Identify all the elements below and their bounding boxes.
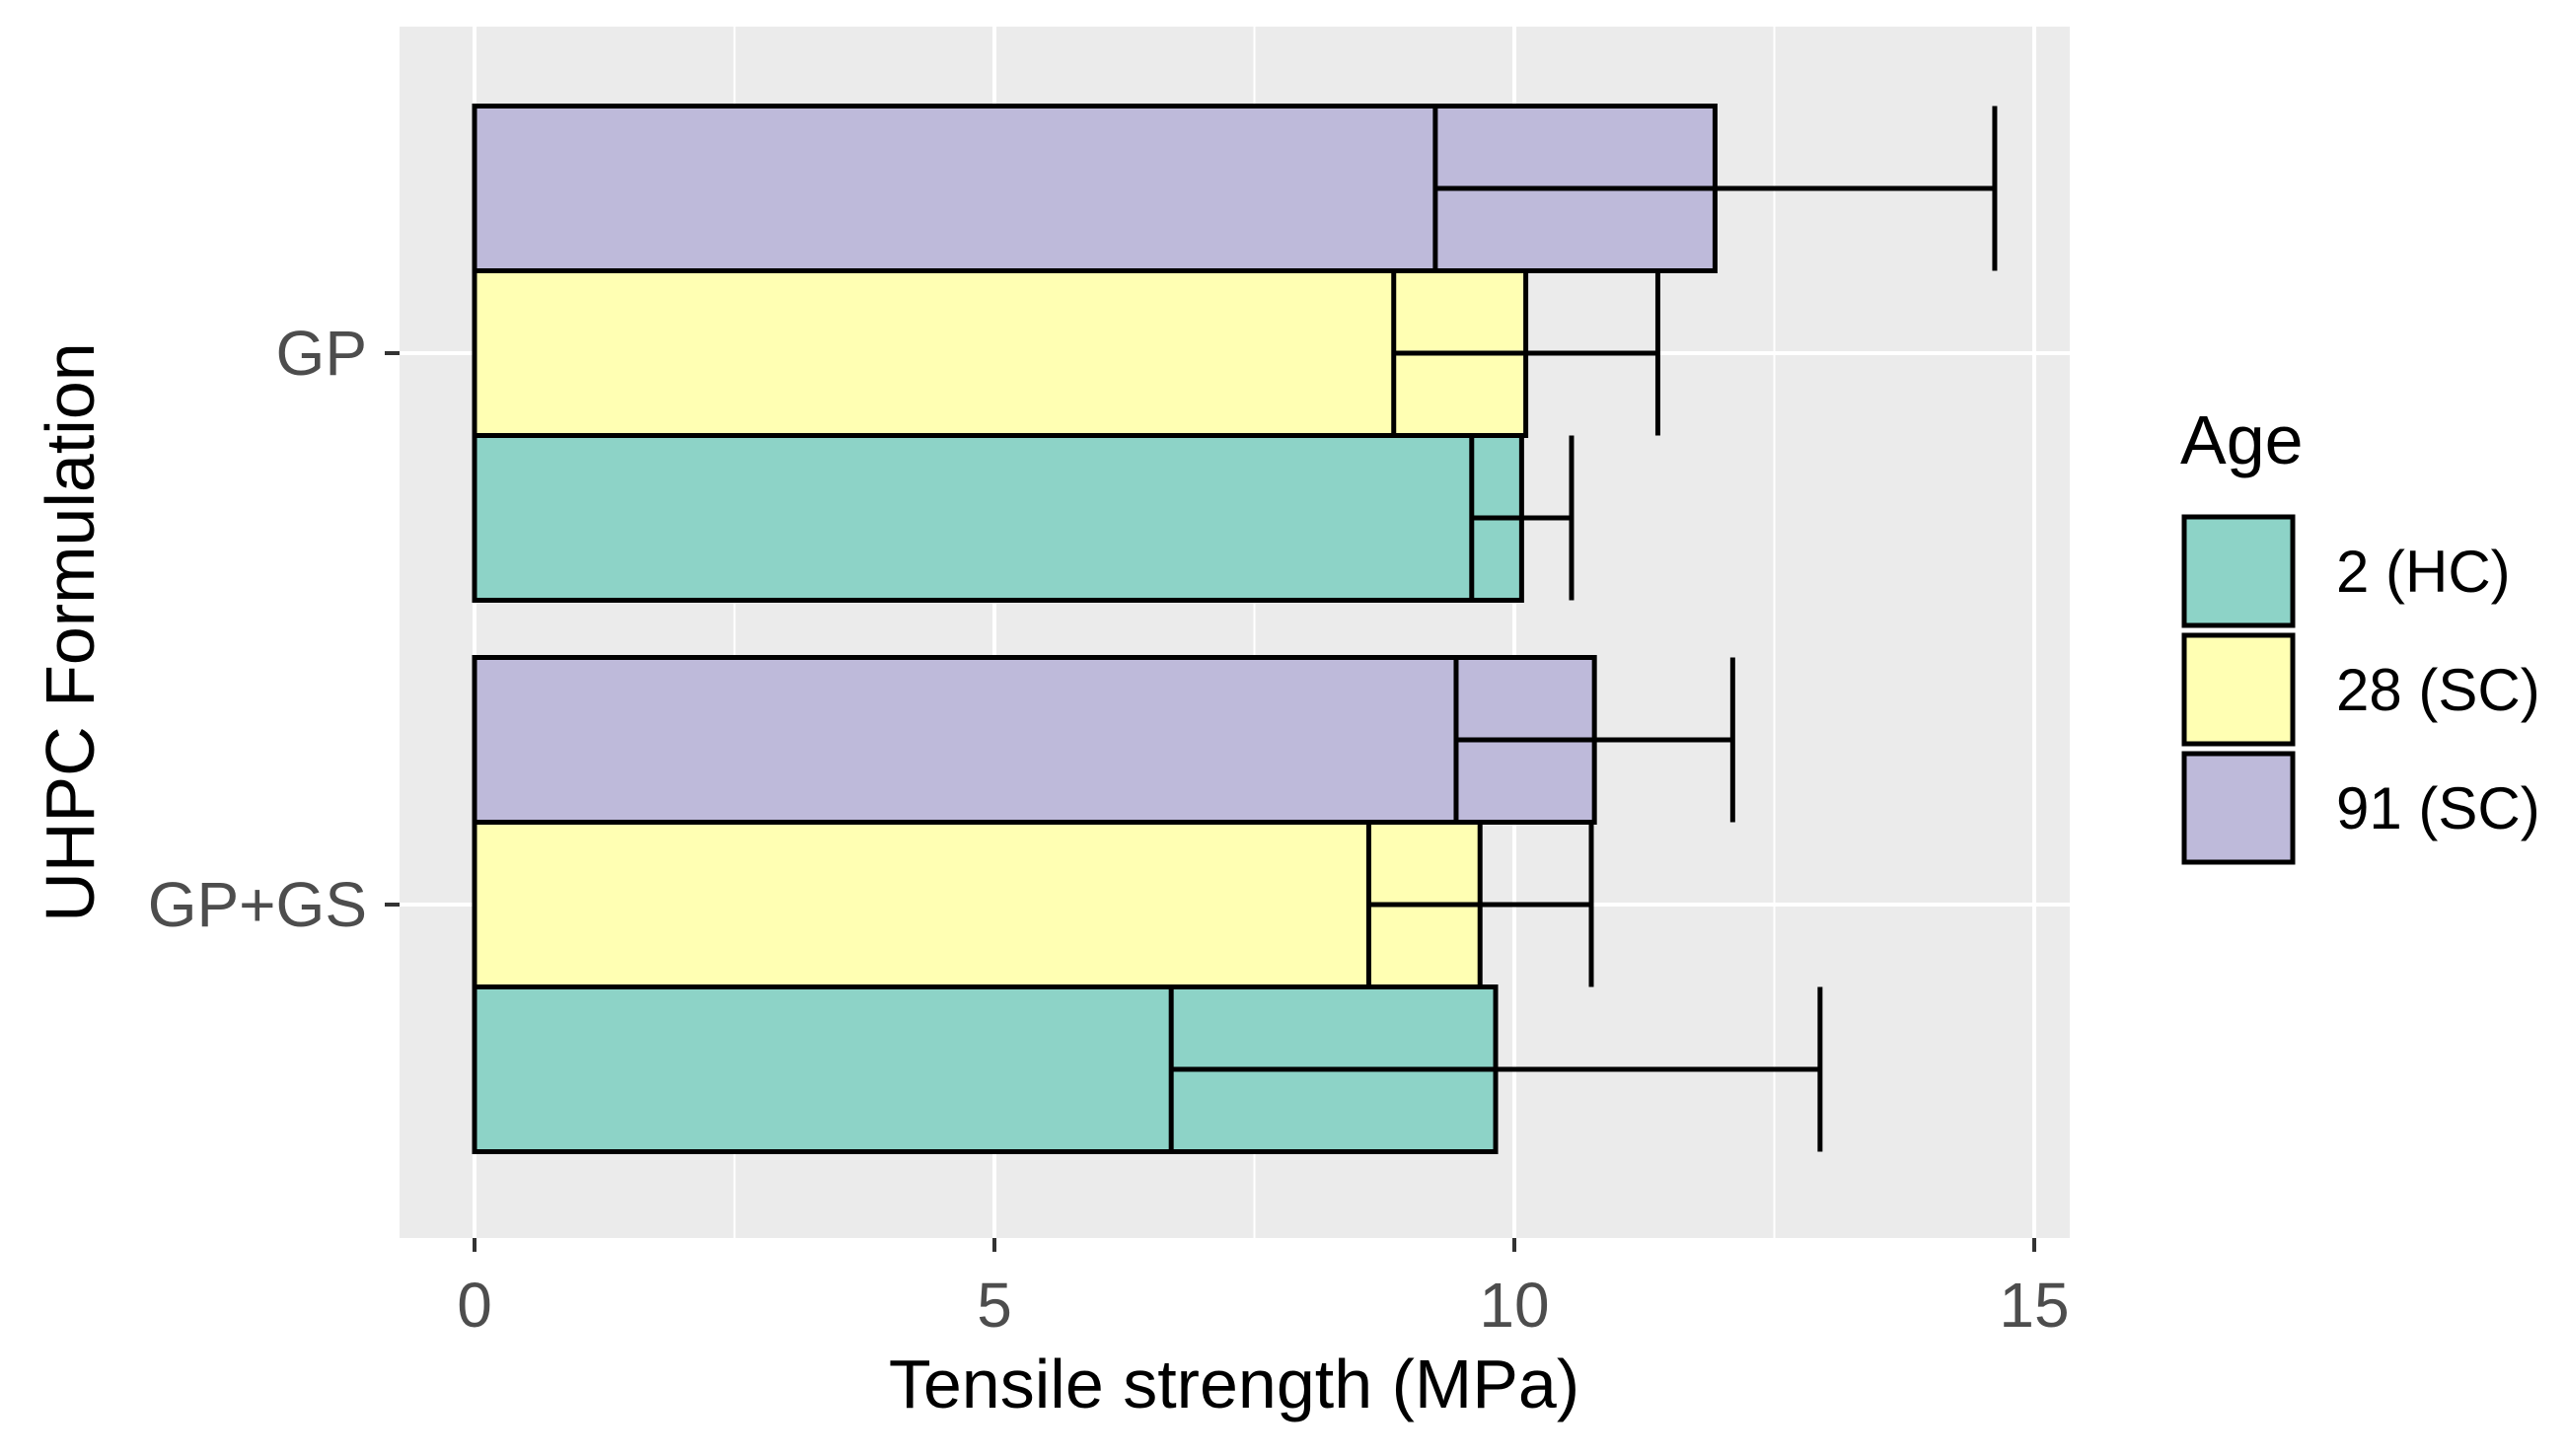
bar-gp-28-sc- <box>472 268 1529 438</box>
error-bar <box>1453 657 1735 823</box>
y-tick-label: GP <box>276 318 367 389</box>
legend-key-2-hc- <box>2181 514 2296 628</box>
x-tick-label: 0 <box>457 1270 492 1341</box>
x-tick-label: 15 <box>1999 1270 2069 1341</box>
x-tick-label: 5 <box>977 1270 1012 1341</box>
y-axis: GP GP+GS <box>148 318 400 940</box>
error-bars <box>1168 106 1998 1152</box>
legend-title: Age <box>2180 401 2304 478</box>
legend-key-28-sc- <box>2181 632 2296 747</box>
legend-key-91-sc- <box>2181 751 2296 865</box>
error-bar <box>1391 270 1660 436</box>
x-axis: 0 5 10 15 <box>457 1238 2070 1341</box>
error-bar <box>1469 435 1575 601</box>
bars <box>472 104 1718 1154</box>
y-tick-label: GP+GS <box>148 869 367 940</box>
legend-label: 2 (HC) <box>2336 539 2511 605</box>
error-bar <box>1365 822 1594 987</box>
error-bar <box>1432 106 1998 271</box>
legend-label: 91 (SC) <box>2336 775 2540 841</box>
bar-gp-gs-91-sc- <box>472 655 1597 825</box>
y-axis-label: UHPC Formulation <box>32 342 109 921</box>
bar-gp-gs-28-sc- <box>472 820 1483 989</box>
legend: Age 2 (HC) 28 (SC) 91 (SC) <box>2180 401 2540 865</box>
x-axis-label: Tensile strength (MPa) <box>889 1346 1579 1422</box>
x-tick-label: 10 <box>1479 1270 1549 1341</box>
legend-label: 28 (SC) <box>2336 657 2540 723</box>
bar-gp-2-hc- <box>472 433 1524 603</box>
error-bar <box>1168 986 1823 1152</box>
